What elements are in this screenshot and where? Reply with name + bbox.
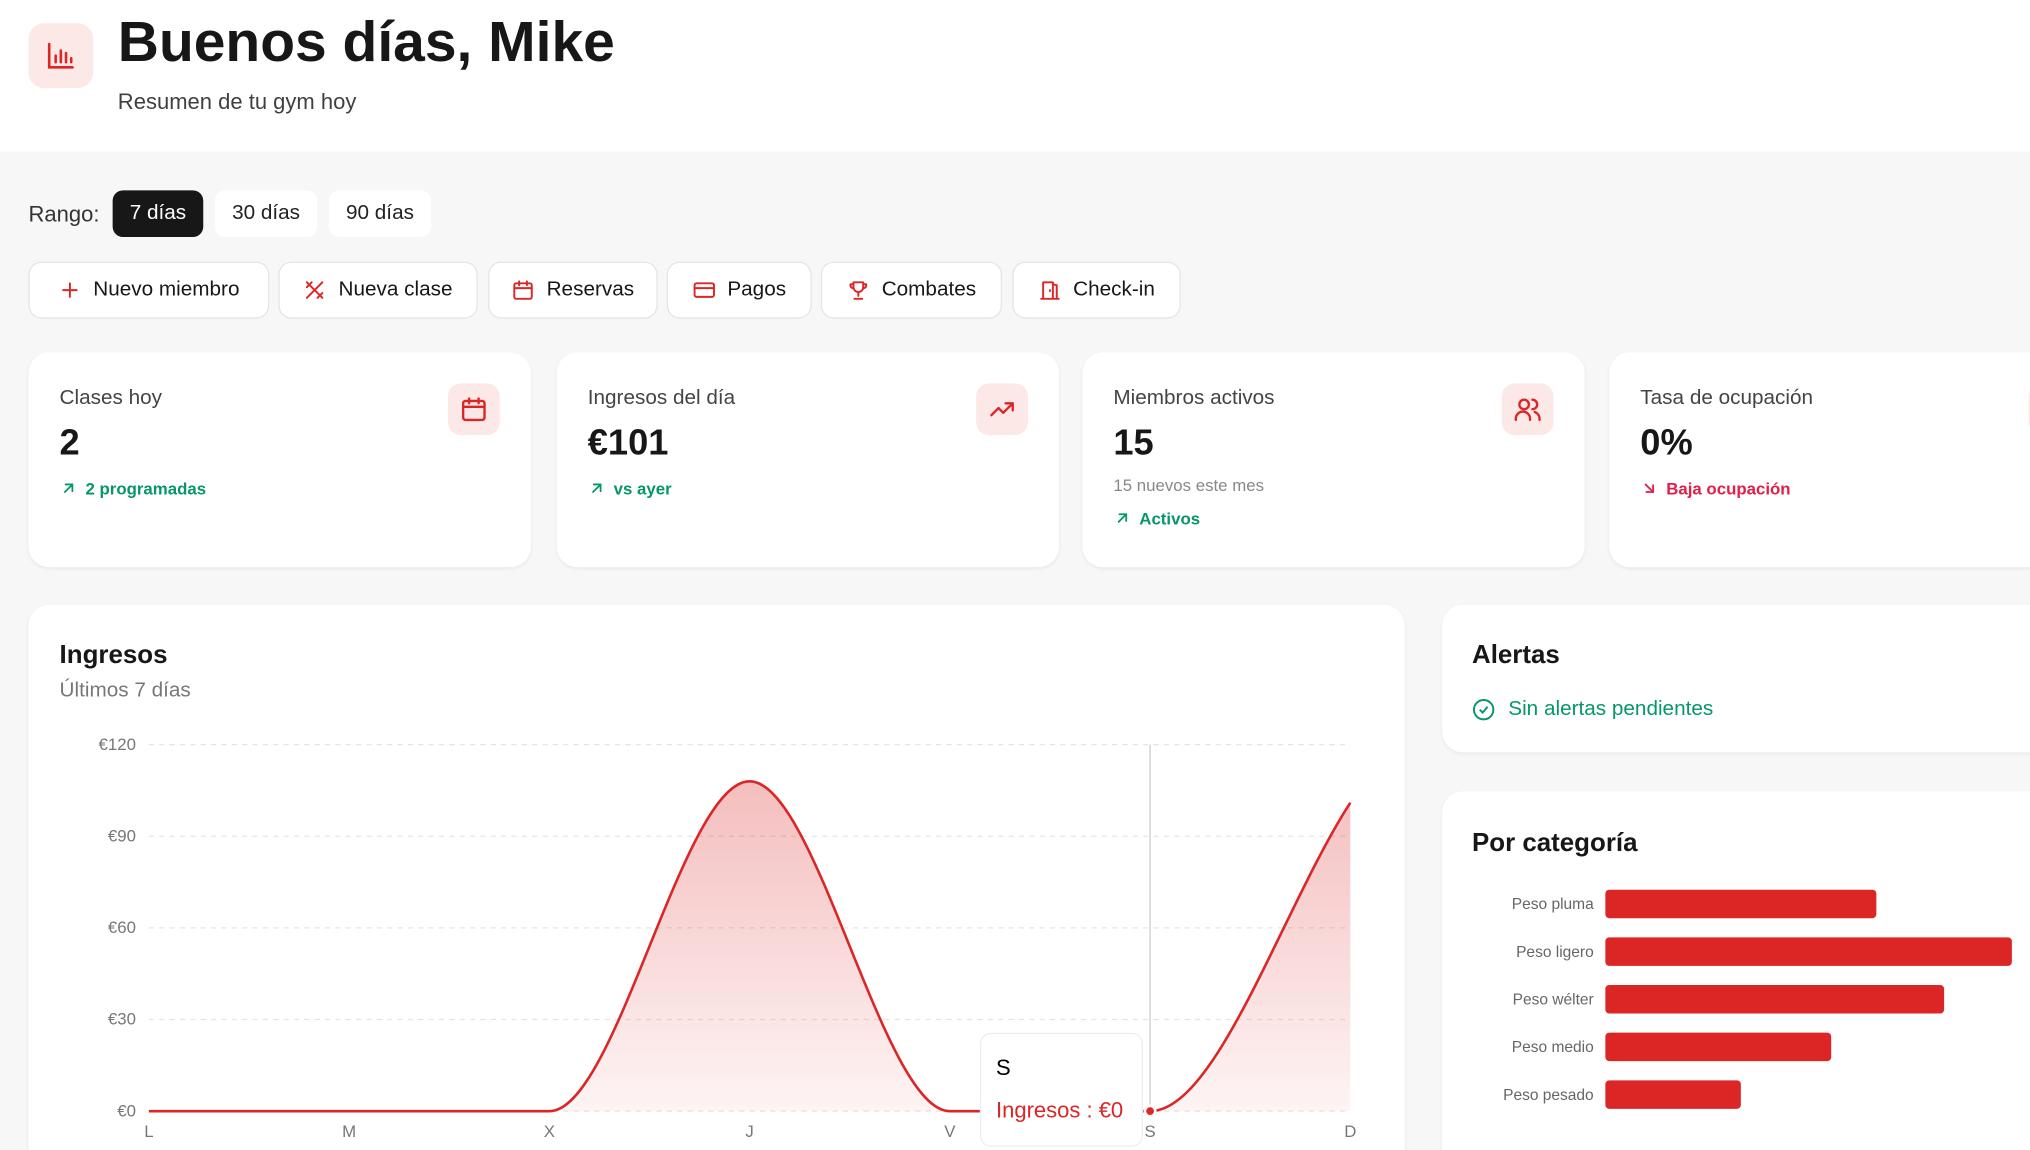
range-label: Rango: <box>28 202 100 227</box>
stat-value: €101 <box>587 422 669 463</box>
range-button[interactable]: 7 días <box>112 190 204 237</box>
bar <box>1605 937 2012 966</box>
y-tick-label: €120 <box>99 735 136 754</box>
x-tick-label: X <box>544 1122 555 1141</box>
active-dot <box>1143 1104 1157 1118</box>
action-icon <box>58 278 81 301</box>
stat-icon <box>2028 383 2030 436</box>
action-button[interactable]: Combates <box>820 261 1003 319</box>
action-icon <box>692 278 715 301</box>
check-icon <box>1472 699 1495 721</box>
action-label: Pagos <box>727 278 787 301</box>
tooltip <box>979 1032 1143 1147</box>
stat-note: vs ayer <box>613 479 672 499</box>
stat-value: 2 <box>59 422 80 463</box>
stat-note: Baja ocupación <box>1666 479 1791 499</box>
stat-card: Tasa de ocupación 0% Baja ocupación <box>1609 352 2030 568</box>
action-icon <box>512 278 535 301</box>
stat-label: Tasa de ocupación <box>1640 387 1814 410</box>
card-title: Alertas <box>1472 641 1560 670</box>
action-icon <box>304 278 327 301</box>
card-title: Ingresos <box>59 641 168 670</box>
stat-label: Clases hoy <box>59 387 163 410</box>
bar <box>1605 1032 1832 1062</box>
stat-icon <box>976 383 1028 436</box>
stat-icon <box>447 383 500 436</box>
x-tick-label: M <box>342 1122 356 1141</box>
stat-value: 0% <box>1640 422 1693 463</box>
stat-card: Ingresos del día €101 vs ayer <box>556 352 1060 568</box>
trend-icon <box>1640 479 1658 504</box>
line <box>148 780 1352 1113</box>
y-tick-label: €30 <box>108 1010 136 1029</box>
trend-icon <box>60 479 78 504</box>
y-tick-label: €90 <box>108 826 136 845</box>
x-tick-label: V <box>944 1122 956 1141</box>
action-label: Nuevo miembro <box>93 278 240 301</box>
x-tick-label: J <box>745 1122 753 1141</box>
page-title: Buenos días, Mike <box>117 10 615 74</box>
tooltip-label: Ingresos : €0 <box>996 1098 1123 1123</box>
stat-card: Clases hoy 2 2 programadas <box>28 352 531 568</box>
tooltip-title: S <box>996 1055 1011 1080</box>
bar-label: Peso ligero <box>1516 944 1594 961</box>
stat-label: Ingresos del día <box>587 387 736 410</box>
page-subtitle: Resumen de tu gym hoy <box>117 89 357 114</box>
x-tick-label: S <box>1144 1122 1155 1141</box>
action-button[interactable]: Nueva clase <box>278 261 478 319</box>
action-button[interactable]: Check-in <box>1012 261 1181 319</box>
action-icon <box>1038 278 1061 301</box>
action-label: Reservas <box>546 278 635 301</box>
area <box>148 781 1351 1112</box>
stat-card: Miembros activos 15 15 nuevos este mes Acti… <box>1082 352 1585 568</box>
stat-note: 2 programadas <box>85 479 207 499</box>
y-tick-label: €0 <box>117 1101 136 1120</box>
action-button[interactable]: Nuevo miembro <box>28 261 270 319</box>
header <box>0 0 2030 152</box>
alerts-card: Alertas Sin alertas pendientes <box>1442 604 2030 753</box>
action-icon <box>847 278 870 301</box>
action-button[interactable]: Pagos <box>666 261 812 319</box>
range-button[interactable]: 90 días <box>328 190 432 237</box>
action-label: Nueva clase <box>338 278 453 301</box>
action-label: Check-in <box>1073 278 1155 301</box>
bar <box>1605 1080 1741 1109</box>
stat-label: Miembros activos <box>1113 387 1275 410</box>
y-tick-label: €60 <box>108 918 136 937</box>
card-subtitle: Últimos 7 días <box>59 679 191 702</box>
stat-detail: 15 nuevos este mes <box>1113 475 1265 495</box>
action-button[interactable]: Reservas <box>488 261 658 319</box>
bar <box>1605 985 1945 1014</box>
range-button[interactable]: 30 días <box>214 190 318 237</box>
logo <box>28 23 94 89</box>
action-label: Combates <box>881 278 977 301</box>
bar-label: Peso medio <box>1512 1039 1594 1056</box>
stat-value: 15 <box>1113 422 1154 463</box>
trend-icon <box>588 479 606 504</box>
bar-label: Peso wélter <box>1513 991 1594 1008</box>
x-tick-label: L <box>144 1122 153 1141</box>
bar <box>1605 889 1877 919</box>
stat-note: Activos <box>1139 508 1201 529</box>
card-title: Por categoría <box>1472 828 1638 858</box>
stat-icon <box>1501 383 1554 436</box>
bar-label: Peso pluma <box>1512 896 1594 913</box>
trend-icon <box>1113 509 1131 534</box>
alert-message: Sin alertas pendientes <box>1508 698 1714 721</box>
x-tick-label: D <box>1344 1122 1356 1141</box>
bar-label: Peso pesado <box>1503 1087 1594 1104</box>
